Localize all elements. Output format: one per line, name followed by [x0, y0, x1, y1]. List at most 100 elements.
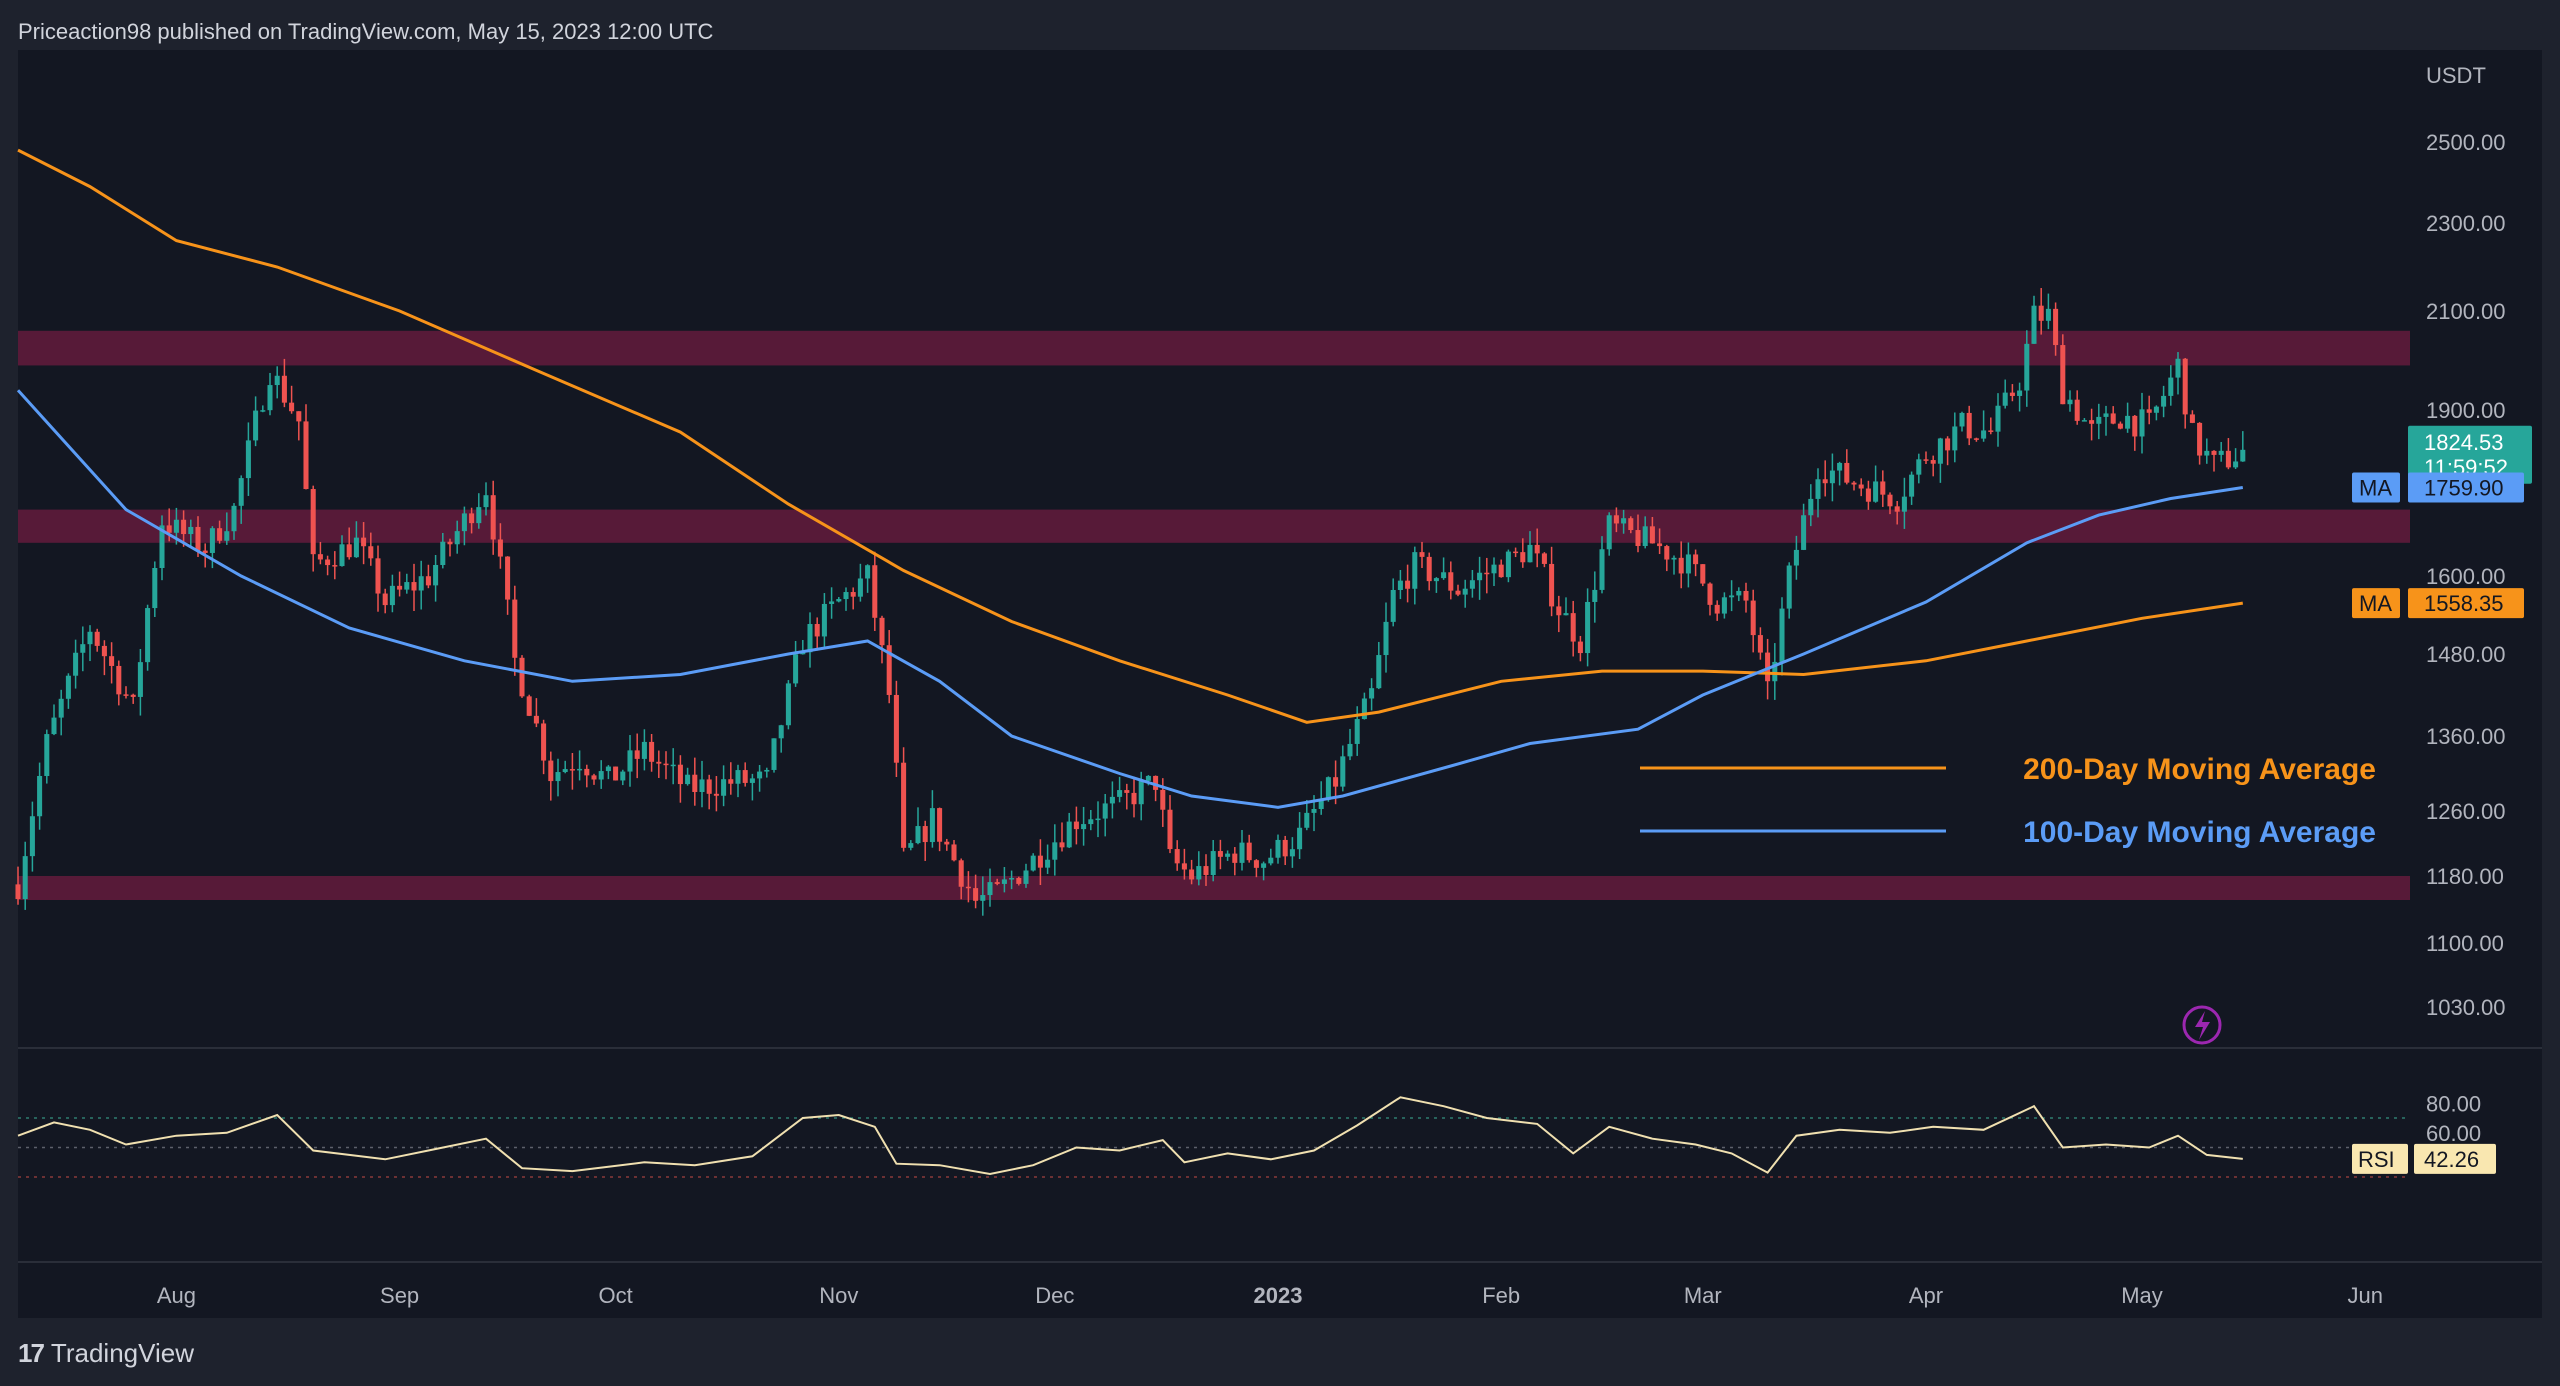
- time-tick-label: Nov: [819, 1283, 858, 1308]
- candle-body: [433, 565, 439, 586]
- candle-body: [2103, 413, 2109, 417]
- candle-body: [865, 565, 871, 579]
- candle-body: [2038, 305, 2044, 321]
- candle-body: [260, 410, 266, 412]
- candle-body: [2009, 392, 2015, 396]
- candle-body: [346, 544, 352, 558]
- candle-body: [483, 495, 489, 508]
- candle-body: [159, 525, 165, 569]
- candle-body: [807, 624, 813, 653]
- candle-body: [2067, 399, 2073, 405]
- price-zone: [18, 509, 2410, 543]
- rsi-pane[interactable]: 80.00 60.00 RSI 42.26: [17, 1091, 2496, 1178]
- lightning-icon[interactable]: [2195, 1011, 2210, 1040]
- candle-body: [2045, 308, 2051, 321]
- price-axis[interactable]: USDT 2500.00 2300.00 2100.00 1900.00 1600.00…: [2426, 63, 2506, 1020]
- candle-body: [202, 550, 208, 553]
- candle-body: [37, 775, 43, 817]
- time-tick-label: Sep: [380, 1283, 419, 1308]
- replay-lightning-button[interactable]: [2182, 1005, 2222, 1045]
- candle-body: [1808, 498, 1814, 516]
- candle-body: [1923, 459, 1929, 461]
- candle-body: [173, 519, 179, 533]
- candle-body: [1289, 849, 1295, 857]
- candle-body: [1909, 474, 1915, 497]
- candle-body: [699, 779, 705, 792]
- candle-body: [980, 895, 986, 901]
- candle-body: [1786, 565, 1792, 609]
- candle-body: [1678, 557, 1684, 574]
- candle-body: [1145, 775, 1151, 781]
- candle-body: [1779, 608, 1785, 662]
- candle-body: [1743, 590, 1749, 601]
- candle-body: [1837, 462, 1843, 471]
- candle-body: [267, 385, 273, 411]
- candle-body: [2132, 415, 2138, 437]
- ma200-value: 1558.35: [2424, 591, 2504, 616]
- resistance-support-zones: [18, 330, 2410, 900]
- candle-body: [836, 599, 842, 602]
- lightning-icon-circle[interactable]: [2182, 1005, 2222, 1045]
- candle-body: [1642, 526, 1648, 547]
- candle-body: [735, 770, 741, 784]
- candle-body: [1851, 482, 1857, 485]
- candle-body: [469, 513, 475, 524]
- candle-body: [1167, 809, 1173, 850]
- tradingview-logo-icon: 17: [18, 1337, 45, 1368]
- candle-body: [1815, 479, 1821, 499]
- candle-body: [1426, 556, 1432, 582]
- candle-body: [281, 375, 287, 403]
- candle-body: [1959, 412, 1965, 427]
- legend-label: 100-Day Moving Average: [2023, 816, 2376, 849]
- tradingview-logo[interactable]: 17 TradingView: [18, 1336, 194, 1370]
- candle-body: [2024, 343, 2030, 391]
- time-axis[interactable]: Aug Sep Oct Nov Dec 2023 Feb Mar Apr May Jun: [157, 1283, 2383, 1308]
- candle-body: [872, 565, 878, 618]
- candle-body: [598, 771, 604, 780]
- candle-body: [1822, 479, 1828, 484]
- rsi-tick-label: 60.00: [2426, 1121, 2481, 1146]
- candle-body: [2125, 415, 2131, 429]
- price-tick-label: 1260.00: [2426, 799, 2506, 824]
- time-tick-label: Mar: [1684, 1283, 1722, 1308]
- candle-body: [2017, 390, 2023, 396]
- ma100-value-tag: [2408, 472, 2524, 503]
- candle-body: [497, 539, 503, 557]
- candle-body: [663, 763, 669, 766]
- price-tick-label: 1360.00: [2426, 724, 2506, 749]
- price-tick-label: 2500.00: [2426, 130, 2506, 155]
- candle-body: [1282, 839, 1288, 857]
- candle-body: [1059, 842, 1065, 848]
- candle-body: [1621, 518, 1627, 524]
- candle-body: [1520, 552, 1526, 563]
- candle-body: [1102, 803, 1108, 819]
- candle-body: [1217, 851, 1223, 857]
- price-tick-label: 1180.00: [2426, 864, 2504, 889]
- time-tick-label: Jun: [2347, 1283, 2382, 1308]
- candle-body: [195, 526, 201, 551]
- candle-body: [87, 631, 93, 645]
- candle-body: [944, 841, 950, 845]
- price-tick-label: 1600.00: [2426, 564, 2506, 589]
- candle-body: [1196, 866, 1202, 880]
- candle-body: [1556, 606, 1562, 616]
- candle-body: [677, 764, 683, 785]
- last-price-value: 1824.53: [2424, 430, 2504, 455]
- time-tick-label: Dec: [1035, 1283, 1074, 1308]
- candle-body: [1995, 405, 2001, 432]
- candle-body: [1563, 613, 1569, 616]
- candle-body: [447, 541, 453, 545]
- candle-body: [109, 656, 115, 666]
- candle-body: [1390, 589, 1396, 622]
- candle-body: [238, 478, 244, 506]
- candle-body: [224, 531, 230, 541]
- candle-body: [353, 537, 359, 558]
- candle-body: [137, 662, 143, 697]
- candle-body: [1297, 827, 1303, 850]
- candle-body: [116, 665, 122, 695]
- candle-body: [1981, 430, 1987, 439]
- publisher-header: Priceaction98 published on TradingView.c…: [0, 0, 2560, 50]
- candle-body: [339, 544, 345, 567]
- price-tick-label: 2100.00: [2426, 299, 2506, 324]
